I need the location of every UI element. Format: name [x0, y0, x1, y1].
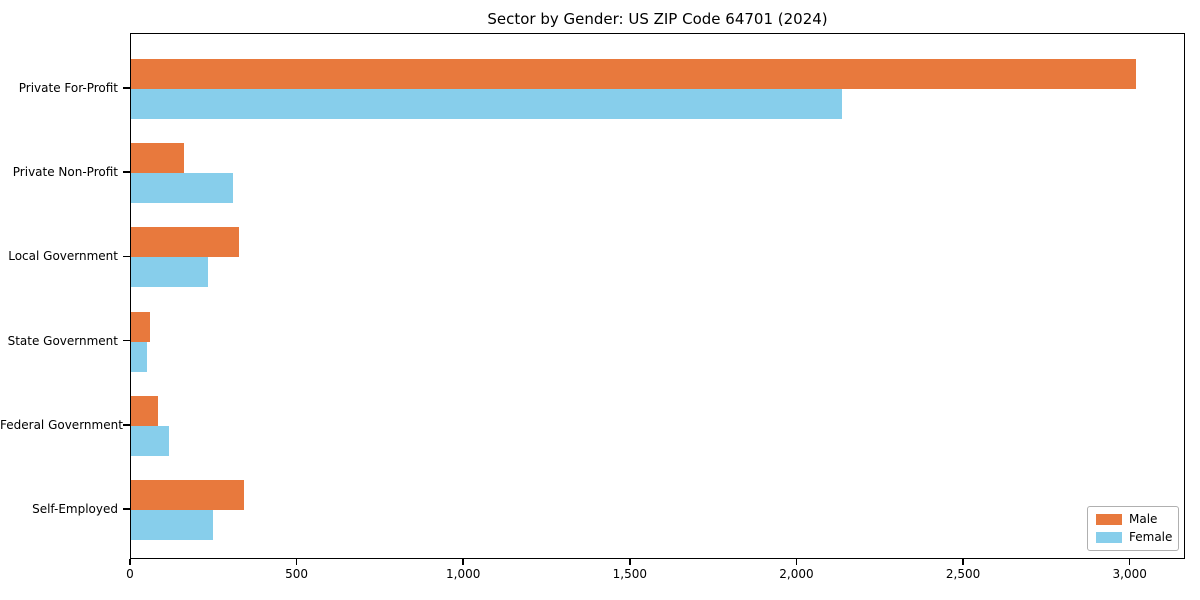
x-tick-label-1000: 1,000 [446, 567, 481, 581]
bar-federal-government-male [131, 395, 158, 426]
male-swatch-icon [1096, 514, 1122, 525]
x-tick-label-500: 500 [285, 567, 309, 581]
y-tick-mark [123, 424, 130, 426]
x-tick-mark [129, 559, 131, 565]
category-label-self-employed: Self-Employed [32, 502, 118, 516]
bar-private-non-profit-male [131, 143, 184, 174]
bar-local-government-female [131, 257, 208, 288]
bar-state-government-female [131, 341, 147, 372]
legend-label-female: Female [1129, 530, 1173, 544]
bar-federal-government-female [131, 425, 169, 456]
plot-area [130, 33, 1185, 559]
category-label-federal-government: Federal Government [0, 417, 123, 432]
y-tick-mark [123, 339, 130, 342]
x-tick-mark [962, 559, 964, 565]
y-tick-mark [123, 255, 130, 258]
x-tick-mark [795, 559, 798, 565]
bar-local-government-male [131, 227, 240, 258]
legend-label-male: Male [1129, 512, 1158, 526]
y-tick-mark [123, 171, 130, 173]
female-swatch-icon [1096, 532, 1122, 543]
x-tick-label-1500: 1,500 [612, 567, 648, 581]
bar-private-for-profit-female [131, 89, 843, 119]
x-tick-label-2500: 2,500 [945, 567, 981, 581]
bar-private-for-profit-male [131, 59, 1136, 89]
x-tick-label-2000: 2,000 [779, 567, 814, 581]
y-tick-mark [123, 508, 130, 510]
x-tick-mark [1128, 559, 1131, 565]
x-tick-mark [462, 559, 464, 565]
bar-self-employed-female [131, 510, 213, 540]
y-tick-mark [123, 87, 130, 89]
legend-item-female: Female [1096, 530, 1173, 544]
x-tick-mark [629, 559, 631, 565]
bar-private-non-profit-female [131, 173, 233, 204]
x-tick-mark [295, 559, 298, 565]
category-label-private-for-profit: Private For-Profit [18, 81, 118, 95]
bar-self-employed-male [131, 480, 244, 510]
category-label-private-non-profit: Private Non-Profit [12, 165, 118, 180]
chart-title: Sector by Gender: US ZIP Code 64701 (202… [487, 10, 828, 28]
category-label-local-government: Local Government [8, 249, 118, 264]
category-label-state-government: State Government [7, 333, 118, 348]
legend: Male Female [1087, 506, 1179, 551]
x-tick-label-3000: 3,000 [1112, 567, 1147, 581]
legend-item-male: Male [1096, 513, 1170, 526]
x-tick-label-0: 0 [126, 567, 134, 581]
bar-state-government-male [131, 311, 151, 342]
